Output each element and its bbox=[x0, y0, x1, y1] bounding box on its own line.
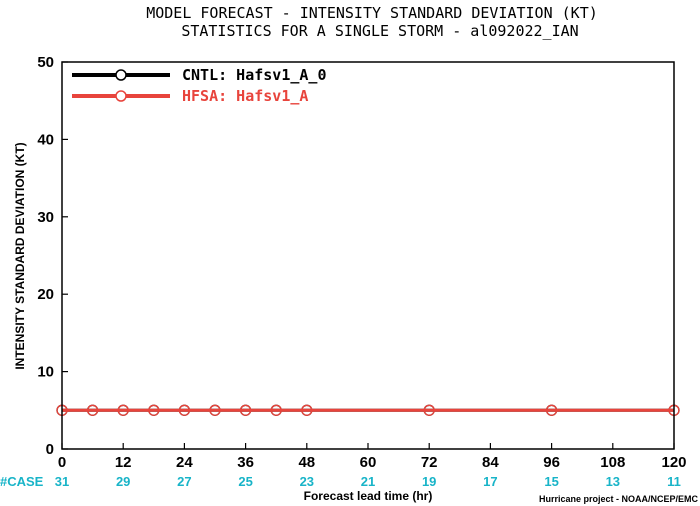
credit-text: Hurricane project - NOAA/NCEP/EMC bbox=[539, 494, 699, 504]
case-count: 11 bbox=[667, 474, 681, 489]
data-point-1 bbox=[545, 404, 558, 416]
legend-marker-hfsa bbox=[115, 90, 127, 102]
case-count: 21 bbox=[361, 474, 375, 489]
case-count: 31 bbox=[55, 474, 69, 489]
data-point-1 bbox=[178, 404, 191, 416]
x-tick-label: 96 bbox=[543, 454, 560, 471]
data-point-1 bbox=[148, 404, 160, 416]
data-point-1 bbox=[301, 404, 313, 416]
y-tick-label: 30 bbox=[37, 209, 54, 226]
case-counts: #CASE 31 29 27 25 23 21 19 17 15 13 11 bbox=[0, 474, 681, 489]
y-axis-label: INTENSITY STANDARD DEVIATION (KT) bbox=[13, 142, 27, 369]
case-count: 19 bbox=[422, 474, 436, 489]
y-tick-label: 40 bbox=[37, 131, 54, 148]
legend-label-cntl: CNTL: Hafsv1_A_0 bbox=[182, 66, 327, 84]
x-tick-label: 24 bbox=[176, 454, 193, 471]
data-point-1 bbox=[239, 404, 252, 416]
chart-title: MODEL FORECAST - INTENSITY STANDARD DEVI… bbox=[146, 4, 598, 22]
case-label: #CASE bbox=[0, 474, 44, 489]
x-tick-label: 72 bbox=[421, 454, 438, 471]
chart-subtitle: STATISTICS FOR A SINGLE STORM - al092022… bbox=[181, 22, 578, 40]
case-count: 23 bbox=[300, 474, 314, 489]
case-count: 13 bbox=[606, 474, 620, 489]
case-count: 17 bbox=[483, 474, 497, 489]
data-point-1 bbox=[270, 404, 282, 416]
case-count: 27 bbox=[177, 474, 191, 489]
data-point-1 bbox=[423, 404, 435, 416]
series-layer bbox=[56, 404, 680, 416]
case-count: 15 bbox=[544, 474, 558, 489]
plot-frame bbox=[61, 61, 675, 450]
axis-ticks: 0 12 24 36 48 60 72 84 96 108 120 0 10 20 30 40 50 bbox=[37, 54, 686, 471]
x-tick-label: 84 bbox=[482, 454, 499, 471]
y-tick-label: 50 bbox=[37, 54, 54, 71]
x-tick-label: 60 bbox=[360, 454, 377, 471]
case-count: 29 bbox=[116, 474, 130, 489]
x-tick-label: 12 bbox=[115, 454, 132, 471]
data-point-1 bbox=[117, 404, 129, 416]
x-tick-label: 108 bbox=[600, 454, 625, 471]
data-point-1 bbox=[86, 404, 99, 416]
y-tick-label: 0 bbox=[46, 441, 54, 458]
y-tick-label: 20 bbox=[37, 286, 54, 303]
legend: CNTL: Hafsv1_A_0 HFSA: Hafsv1_A bbox=[72, 66, 327, 105]
x-tick-label: 48 bbox=[298, 454, 315, 471]
legend-label-hfsa: HFSA: Hafsv1_A bbox=[182, 87, 308, 105]
case-count: 25 bbox=[238, 474, 252, 489]
data-point-1 bbox=[209, 404, 221, 416]
x-tick-label: 120 bbox=[661, 454, 686, 471]
y-tick-label: 10 bbox=[37, 364, 54, 381]
legend-marker-cntl bbox=[115, 69, 127, 81]
x-axis-label: Forecast lead time (hr) bbox=[304, 489, 433, 503]
x-tick-label: 36 bbox=[237, 454, 254, 471]
x-tick-label: 0 bbox=[58, 454, 66, 471]
